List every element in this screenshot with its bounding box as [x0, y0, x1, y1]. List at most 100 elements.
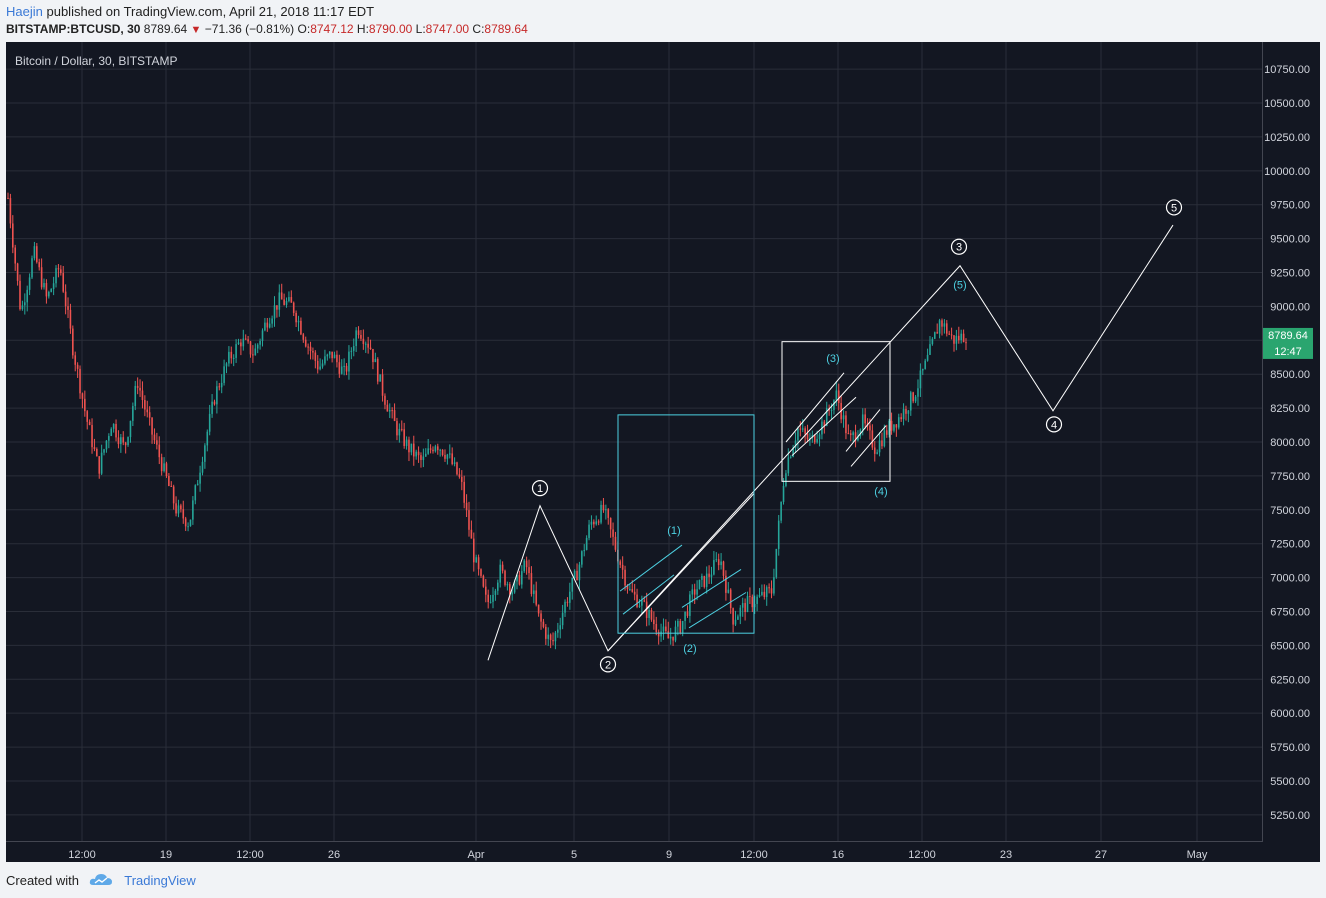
candle-body	[501, 564, 504, 571]
price-tag-bg	[1263, 327, 1313, 359]
candle-body	[773, 577, 775, 594]
candle-body	[713, 560, 715, 575]
candle-body	[177, 505, 180, 514]
candle-body	[705, 573, 708, 587]
candle-body	[506, 584, 509, 586]
candle-body	[338, 362, 341, 374]
candle-body	[247, 339, 249, 342]
candle-body	[869, 425, 871, 431]
tradingview-link[interactable]: TradingView	[124, 873, 196, 888]
time-tick-label: May	[1187, 849, 1208, 861]
candle-body	[300, 320, 302, 335]
candle-body	[813, 435, 816, 443]
candle-body	[16, 263, 19, 281]
chart-title: Bitcoin / Dollar, 30, BITSTAMP	[15, 54, 178, 68]
candle-body	[804, 428, 806, 434]
candle-body	[302, 334, 305, 340]
candle-body	[74, 355, 77, 365]
candle-body	[369, 347, 372, 350]
tradingview-logo-icon	[89, 873, 113, 890]
candle-body	[957, 335, 960, 341]
candle-body	[763, 591, 766, 597]
elliott-wave-annotations: 1 2 3 4 5 (1) (2) (3) (4) (5)	[487, 199, 1183, 673]
subwave-2-label: (2)	[683, 643, 696, 655]
candle-body	[933, 332, 936, 339]
price-axis-background[interactable]	[1262, 42, 1320, 862]
candle-body	[602, 504, 605, 511]
price-tick-label: 8500.00	[1270, 369, 1310, 381]
time-axis[interactable]: 12:00 19 12:00 26 Apr 5 9 12:00 16 12:00 23 27 May	[68, 849, 1208, 861]
candle-body	[715, 559, 718, 561]
candle-body	[98, 456, 101, 474]
candle-body	[830, 410, 833, 412]
candle-body	[480, 569, 482, 576]
candle-body	[655, 624, 658, 632]
candle-body	[261, 330, 264, 341]
price-axis[interactable]: 5250.00 5500.00 5750.00 6000.00 6250.00 6500.…	[1264, 64, 1310, 822]
candle-body	[945, 323, 948, 334]
price-tick-label: 9750.00	[1270, 200, 1310, 212]
candle-body	[775, 548, 778, 578]
candle-body	[220, 382, 223, 388]
candle-body	[662, 626, 665, 632]
close-value: 8789.64	[484, 22, 528, 36]
candle-body	[770, 588, 773, 594]
author-link[interactable]: Haejin	[6, 4, 43, 19]
candle-body	[88, 421, 91, 426]
candle-body	[463, 481, 465, 503]
wave-1-label: 1	[537, 483, 543, 495]
candle-body	[864, 414, 866, 424]
candle-body	[833, 400, 835, 411]
candle-body	[441, 449, 444, 455]
time-tick-label: 12:00	[740, 849, 768, 861]
candle-body	[521, 571, 523, 585]
candle-body	[943, 323, 946, 327]
candle-body	[252, 354, 254, 356]
price-tick-label: 6250.00	[1270, 674, 1310, 686]
candle-body	[842, 415, 845, 420]
candle-body	[509, 584, 511, 595]
candle-body	[708, 573, 710, 577]
candle-body	[408, 439, 410, 453]
candle-body	[537, 604, 540, 614]
candle-body	[331, 351, 333, 359]
ohlc-bar: BITSTAMP:BTCUSD, 30 8789.64 ▼ −71.36 (−0…	[6, 22, 528, 36]
candle-body	[825, 408, 828, 427]
candle-body	[758, 594, 761, 597]
candle-body	[156, 440, 158, 445]
candle-body	[36, 246, 38, 263]
candle-body	[204, 445, 206, 462]
candle-body	[192, 500, 194, 520]
candle-body	[794, 440, 797, 448]
candle-body	[146, 409, 149, 413]
candle-body	[801, 428, 804, 430]
price-tick-label: 7000.00	[1270, 573, 1310, 585]
candle-body	[374, 358, 377, 363]
candle-body	[26, 289, 29, 303]
candle-body	[878, 440, 881, 453]
candle-body	[693, 589, 696, 595]
candle-body	[67, 306, 69, 310]
candle-body	[216, 386, 218, 405]
candle-body	[316, 360, 319, 370]
candle-body	[600, 504, 602, 523]
candle-body	[304, 339, 307, 347]
candle-body	[612, 529, 614, 537]
candle-body	[158, 444, 161, 458]
candle-body	[312, 350, 314, 353]
down-arrow-icon: ▼	[190, 24, 202, 36]
price-chart[interactable]: 5250.00 5500.00 5750.00 6000.00 6250.00 6500.…	[6, 42, 1320, 862]
chart-area[interactable]: 5250.00 5500.00 5750.00 6000.00 6250.00 6500.…	[6, 42, 1320, 862]
candle-body	[410, 443, 413, 453]
candle-body	[110, 428, 113, 437]
candle-body	[391, 410, 393, 412]
last-price: 8789.64	[143, 22, 188, 36]
candle-body	[624, 569, 626, 586]
candle-body	[139, 387, 141, 391]
candle-body	[19, 280, 21, 310]
candle-body	[648, 610, 650, 618]
candle-body	[936, 332, 938, 334]
candle-body	[12, 223, 14, 248]
price-tick-label: 7750.00	[1270, 471, 1310, 483]
candle-body	[309, 346, 312, 351]
